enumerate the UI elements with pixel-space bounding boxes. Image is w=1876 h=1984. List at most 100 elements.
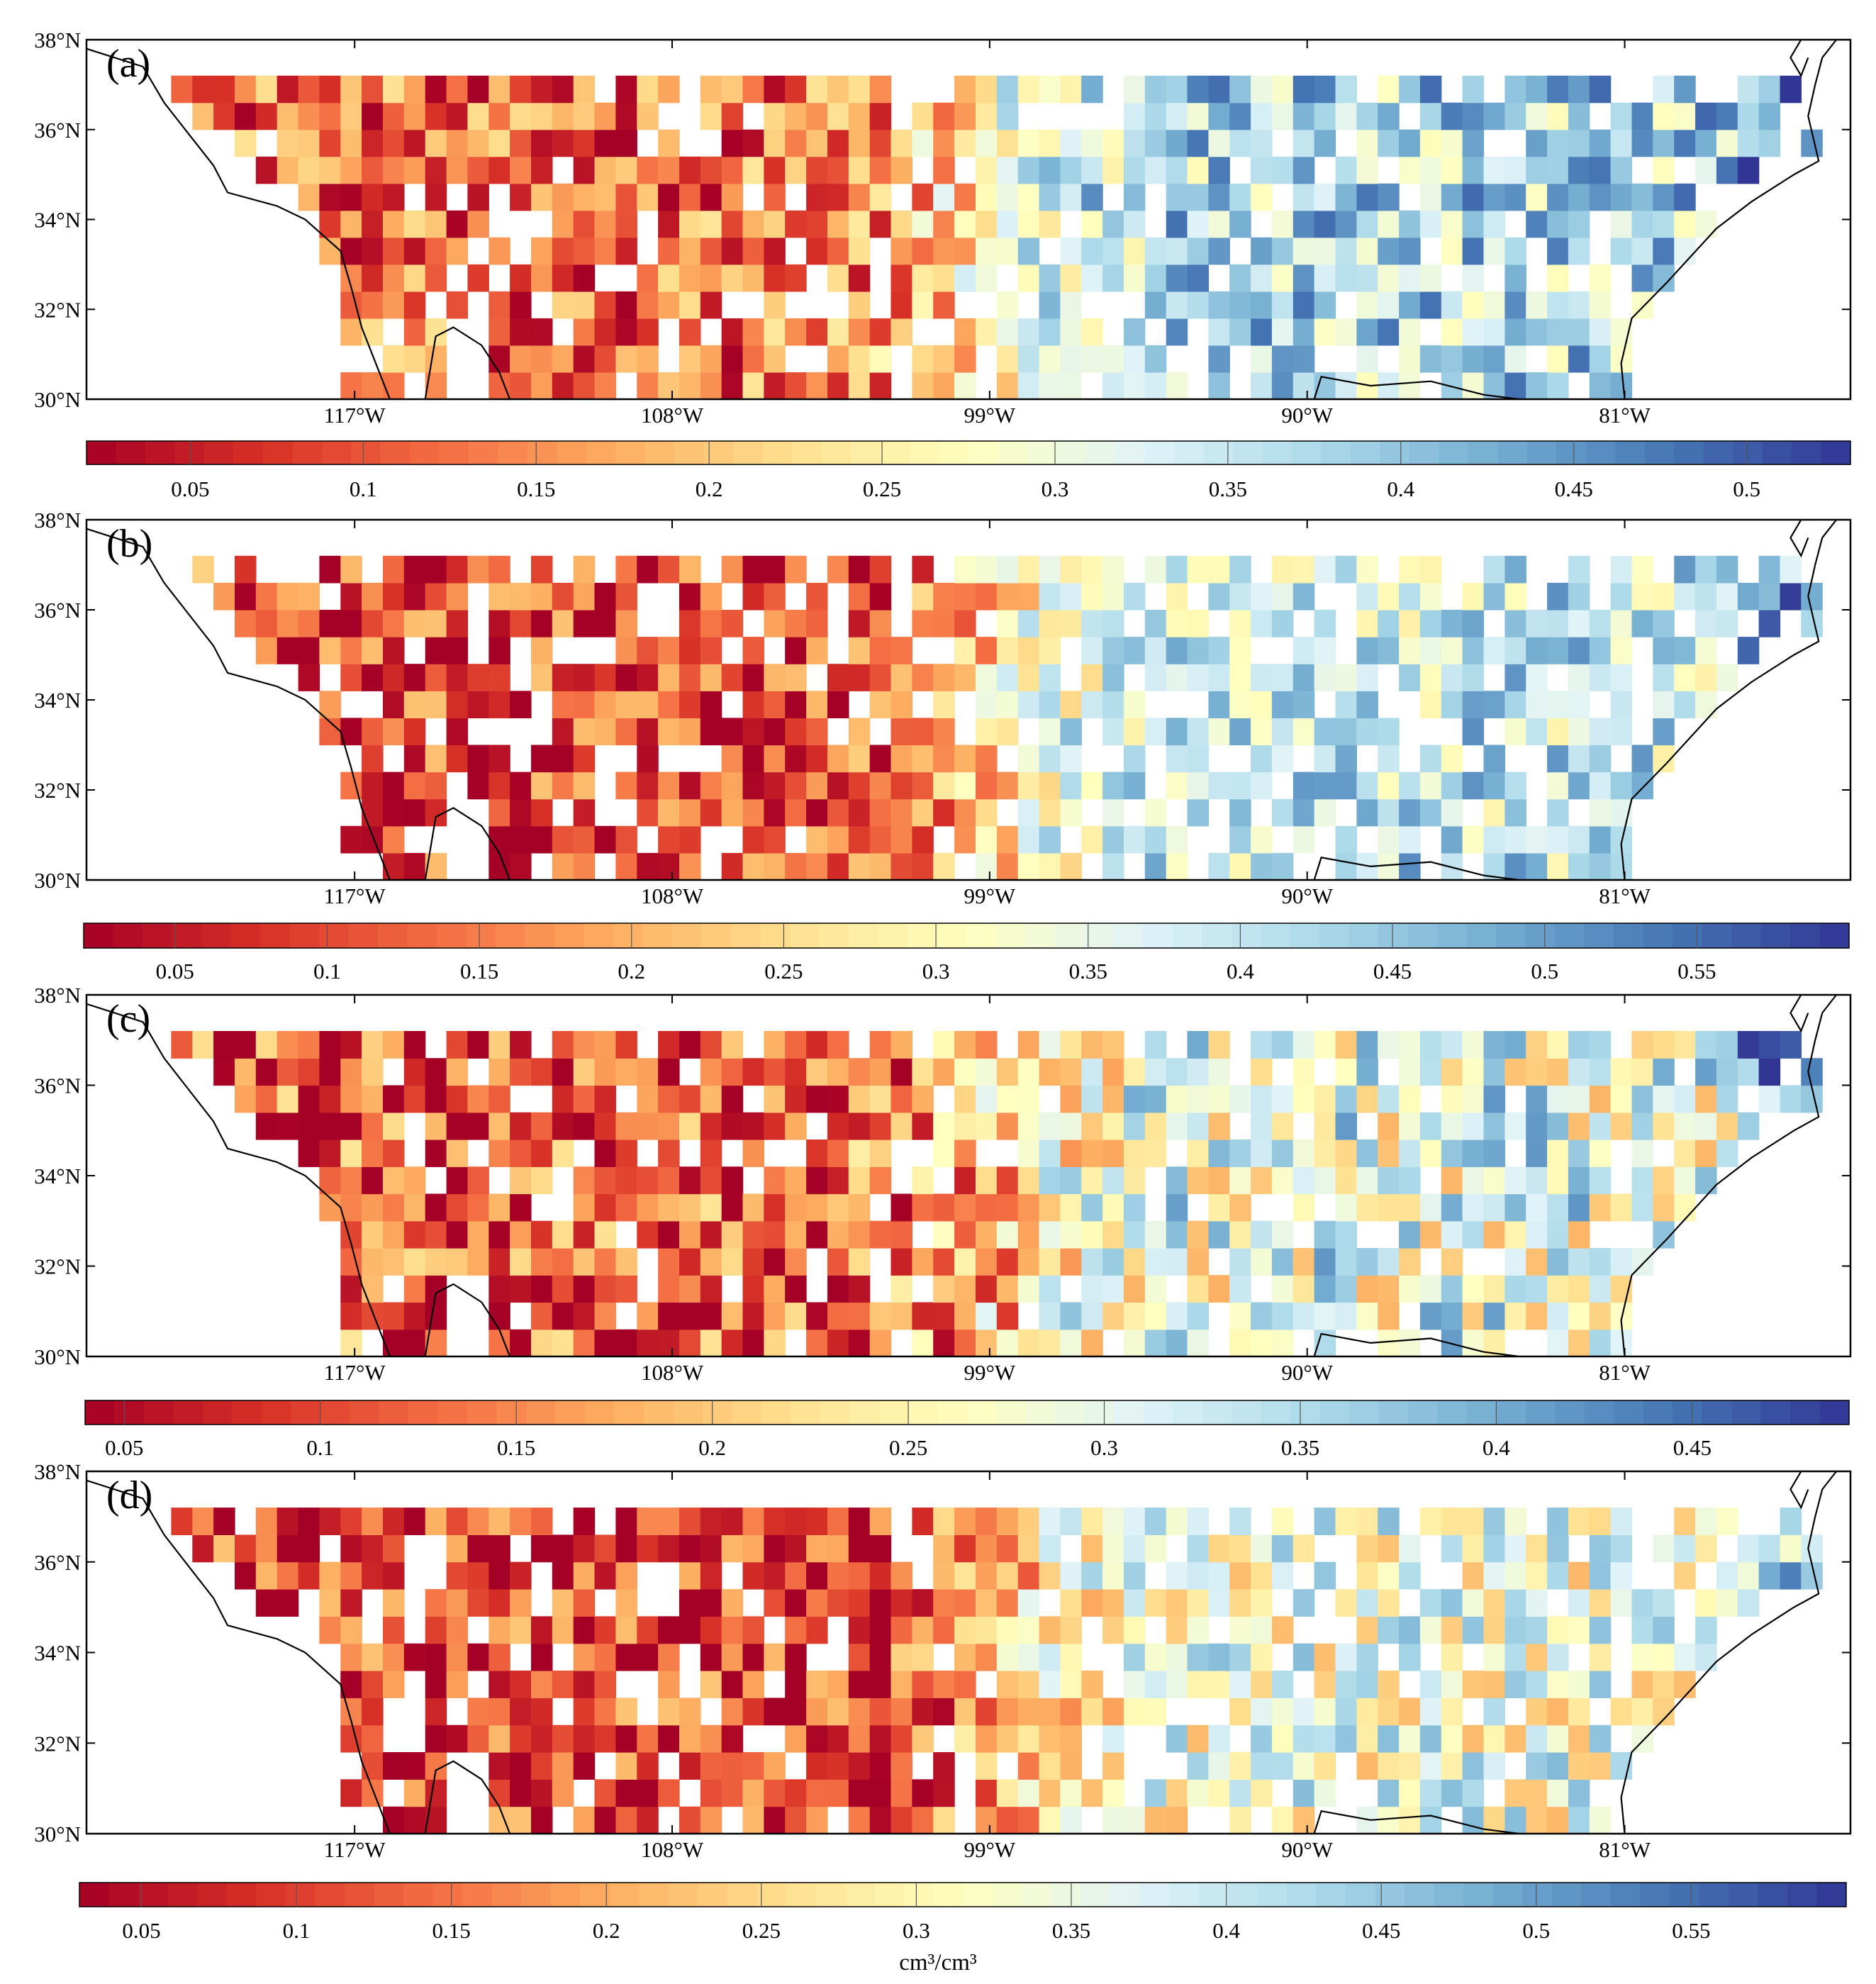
grid-cell: [890, 664, 912, 691]
grid-cell: [848, 210, 871, 238]
grid-cell: [510, 75, 532, 104]
grid-cell: [1356, 318, 1378, 346]
grid-cell: [996, 1671, 1019, 1698]
grid-cell: [1526, 852, 1548, 881]
grid-cell: [1039, 1752, 1061, 1780]
colorbar-segment: [289, 923, 320, 948]
grid-cell: [1568, 852, 1590, 881]
grid-cell: [1039, 264, 1061, 292]
grid-cell: [1695, 1112, 1717, 1140]
grid-cell: [976, 691, 998, 718]
grid-cell: [954, 1724, 976, 1753]
grid-cell: [1399, 610, 1421, 637]
colorbar-segment: [1643, 923, 1673, 948]
grid-cell: [1631, 1166, 1653, 1195]
grid-cell: [1292, 1643, 1315, 1671]
grid-cell: [1547, 1534, 1569, 1563]
grid-cell: [446, 291, 469, 319]
grid-cell: [1568, 1616, 1590, 1644]
grid-cell: [869, 1534, 892, 1563]
grid-cell: [531, 610, 553, 637]
grid-cell: [848, 798, 871, 827]
grid-cell: [1419, 1193, 1442, 1222]
grid-cell: [298, 156, 320, 184]
colorbar-segment: [1733, 441, 1763, 464]
grid-cell: [806, 156, 828, 184]
colorbar-tick-label: 0.5: [1733, 477, 1760, 501]
grid-cell: [637, 1329, 659, 1357]
grid-cell: [658, 718, 680, 746]
grid-cell: [573, 1302, 596, 1330]
grid-cell: [383, 1752, 405, 1780]
grid-cell: [785, 156, 807, 184]
grid-cell: [1251, 771, 1273, 800]
grid-cell: [488, 291, 510, 319]
grid-cell: [742, 825, 764, 854]
grid-cell: [1462, 1752, 1485, 1780]
grid-cell: [1695, 664, 1717, 691]
grid-cell: [1526, 1806, 1548, 1834]
grid-cell: [658, 183, 680, 211]
grid-cell: [1123, 75, 1146, 104]
grid-cell: [827, 1752, 849, 1780]
grid-cell: [1356, 1589, 1378, 1617]
grid-cell: [1229, 1507, 1251, 1535]
grid-cell: [1314, 75, 1336, 104]
colorbar-segment: [145, 441, 175, 464]
grid-cell: [235, 1058, 257, 1086]
grid-cell: [1378, 1698, 1400, 1726]
grid-cell: [488, 1193, 510, 1222]
grid-cell: [700, 1779, 722, 1807]
grid-cell: [1695, 1058, 1717, 1086]
grid-cell: [933, 372, 955, 400]
colorbar-segment: [351, 441, 381, 464]
grid-cell: [637, 1220, 659, 1249]
grid-cell: [1187, 102, 1209, 130]
grid-cell: [1589, 798, 1612, 827]
grid-cell: [848, 156, 871, 184]
grid-cell: [1399, 771, 1421, 800]
grid-cell: [255, 102, 278, 130]
grid-cell: [425, 691, 447, 718]
grid-cell: [1060, 1058, 1082, 1086]
grid-cell: [573, 1589, 596, 1617]
grid-cell: [531, 798, 553, 827]
grid-cell: [1144, 1139, 1167, 1167]
grid-cell: [1187, 1534, 1209, 1563]
grid-cell: [510, 691, 532, 718]
grid-cell: [235, 610, 257, 637]
grid-cell: [700, 691, 722, 718]
grid-cell: [764, 1507, 786, 1535]
grid-cell: [764, 345, 786, 373]
grid-cell: [912, 183, 934, 211]
grid-cell: [679, 771, 701, 800]
grid-cell: [1017, 1561, 1040, 1590]
grid-cell: [1017, 1329, 1040, 1357]
grid-cell: [1547, 610, 1569, 637]
grid-cell: [933, 718, 955, 746]
grid-cell: [806, 1534, 828, 1563]
colorbar-segment: [1610, 1883, 1641, 1907]
grid-cell: [996, 1724, 1019, 1753]
grid-cell: [1102, 691, 1124, 718]
grid-cell: [1208, 1724, 1230, 1753]
grid-cell: [1017, 1616, 1040, 1644]
grid-cell: [827, 664, 849, 691]
colorbar-segment: [1584, 923, 1614, 948]
colorbar-segment: [85, 1400, 115, 1425]
lon-tick-label: 90°W: [1281, 1360, 1333, 1385]
colorbar-segment: [1027, 441, 1057, 464]
grid-cell: [1292, 1724, 1315, 1753]
colorbar-segment: [791, 1400, 821, 1425]
grid-cell: [912, 664, 934, 691]
grid-cell: [1229, 1193, 1251, 1222]
grid-cell: [383, 691, 405, 718]
grid-cell: [721, 129, 744, 157]
grid-cell: [1060, 1671, 1082, 1698]
grid-cell: [1716, 582, 1738, 611]
grid-cell: [277, 582, 299, 611]
grid-cell: [1208, 637, 1230, 664]
grid-cell: [1017, 825, 1040, 854]
grid-cell: [933, 1248, 955, 1276]
grid-cell: [1399, 1058, 1421, 1086]
